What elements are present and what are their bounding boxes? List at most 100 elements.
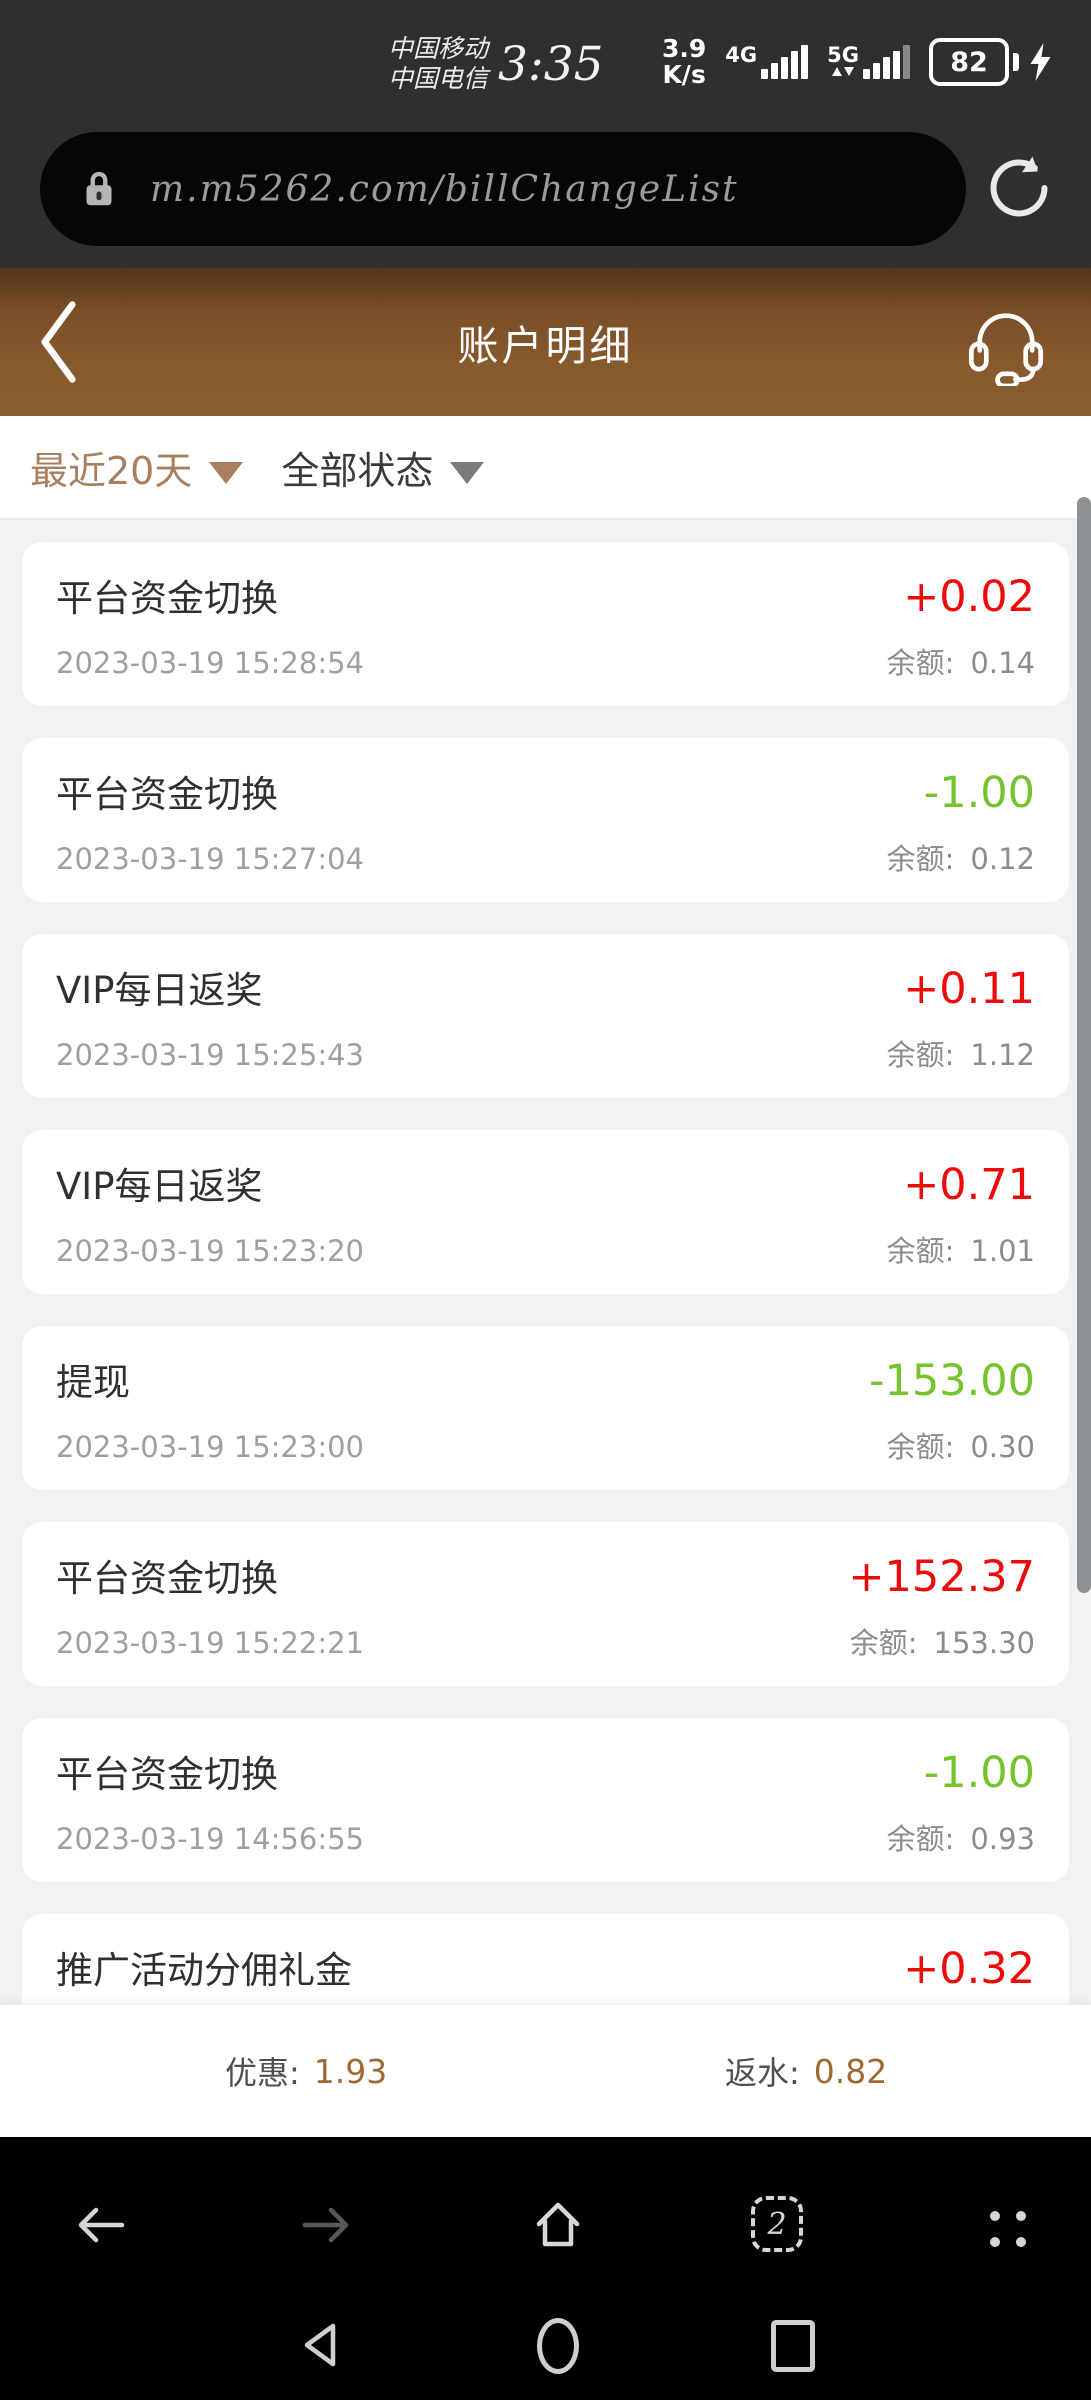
transaction-datetime: 2023-03-19 15:27:04 <box>56 842 364 876</box>
transaction-type: 平台资金切换 <box>56 577 278 620</box>
transaction-card: VIP每日返奖 +0.71 2023-03-19 15:23:20 余额: 1.0… <box>22 1130 1069 1294</box>
date-range-dropdown[interactable]: 最近20天 <box>30 440 244 495</box>
rebate-value: 0.82 <box>813 2051 888 2091</box>
carrier-names: 中国移动 中国电信 <box>388 34 488 94</box>
transaction-card: VIP每日返奖 +0.11 2023-03-19 15:25:43 余额: 1.1… <box>22 934 1069 1098</box>
balance-value: 1.12 <box>970 1038 1035 1072</box>
balance-label: 余额: <box>849 1626 918 1660</box>
status-label: 全部状态 <box>281 448 434 493</box>
transaction-type: 平台资金切换 <box>56 1557 278 1600</box>
scrollbar-thumb[interactable] <box>1077 497 1091 1593</box>
network-speed: 3.9 K/s <box>662 36 706 88</box>
square-recents-icon[interactable] <box>771 2320 815 2372</box>
balance-value: 153.30 <box>933 1626 1035 1660</box>
transaction-balance: 余额: 0.14 <box>887 640 1035 682</box>
headset-icon[interactable] <box>961 296 1051 390</box>
balance-label: 余额: <box>886 1038 955 1072</box>
transaction-card: 平台资金切换 -1.00 2023-03-19 14:56:55 余额: 0.93 <box>22 1718 1069 1882</box>
transaction-card: 提现 -153.00 2023-03-19 15:23:00 余额: 0.30 <box>22 1326 1069 1490</box>
badge-4g: 4G <box>725 43 758 67</box>
updown-arrows-icon <box>832 67 855 76</box>
transaction-amount: +0.11 <box>903 964 1035 1014</box>
transaction-balance: 余额: 0.12 <box>887 836 1035 878</box>
caret-down-icon <box>209 462 244 484</box>
transaction-card: 平台资金切换 -1.00 2023-03-19 15:27:04 余额: 0.12 <box>22 738 1069 902</box>
transaction-type: VIP每日返奖 <box>56 1165 263 1208</box>
promo-value: 1.93 <box>313 2051 388 2091</box>
transaction-balance: 余额: 0.30 <box>887 1424 1035 1466</box>
rebate-total: 返水: 0.82 <box>725 2005 887 2137</box>
transaction-type: 平台资金切换 <box>56 773 278 816</box>
tab-counter-icon[interactable]: 2 <box>751 2196 803 2252</box>
transaction-amount: -1.00 <box>923 1748 1035 1798</box>
balance-label: 余额: <box>886 842 955 876</box>
transaction-amount: -153.00 <box>869 1356 1035 1406</box>
circle-home-icon[interactable] <box>537 2318 579 2374</box>
battery-nub-icon <box>1013 53 1019 71</box>
transaction-datetime: 2023-03-19 15:25:43 <box>56 1038 364 1072</box>
refresh-icon[interactable] <box>983 152 1055 228</box>
transaction-card: 平台资金切换 +152.37 2023-03-19 15:22:21 余额: 15… <box>22 1522 1069 1686</box>
transaction-datetime: 2023-03-19 15:22:21 <box>56 1626 364 1660</box>
battery-percent: 82 <box>950 46 988 78</box>
signal-bars-5g-icon <box>863 45 910 79</box>
battery-icon: 82 <box>929 38 1009 86</box>
lock-icon <box>84 170 114 208</box>
transaction-datetime: 2023-03-19 15:28:54 <box>56 646 364 680</box>
charging-bolt-icon <box>1030 43 1051 81</box>
status-dropdown[interactable]: 全部状态 <box>281 440 485 495</box>
network-speed-unit: K/s <box>662 60 706 89</box>
home-icon[interactable] <box>532 2197 584 2255</box>
balance-value: 0.12 <box>970 842 1035 876</box>
app-header: 账户明细 <box>0 268 1091 416</box>
balance-value: 1.01 <box>970 1234 1035 1268</box>
badge-5g: 5G <box>827 43 859 67</box>
balance-value: 0.30 <box>970 1430 1035 1464</box>
transaction-datetime: 2023-03-19 15:23:20 <box>56 1234 364 1268</box>
transaction-type: 平台资金切换 <box>56 1753 278 1796</box>
totals-footer: 优惠: 1.93 返水: 0.82 <box>0 2005 1091 2137</box>
balance-label: 余额: <box>886 1822 955 1856</box>
network-speed-value: 3.9 <box>661 34 707 63</box>
status-right-cluster: 3.9 K/s 4G 5G 82 <box>662 36 1053 88</box>
transaction-balance: 余额: 1.01 <box>887 1228 1035 1270</box>
bottom-nav: 2 <box>0 2137 1091 2400</box>
rebate-label: 返水: <box>725 2054 800 2092</box>
transaction-list: 平台资金切换 +0.02 2023-03-19 15:28:54 余额: 0.14… <box>0 520 1091 2110</box>
triangle-back-icon[interactable] <box>298 2319 342 2375</box>
transaction-amount: +0.02 <box>903 572 1035 622</box>
transaction-datetime: 2023-03-19 15:23:00 <box>56 1430 364 1464</box>
transaction-amount: +0.32 <box>903 1944 1035 1994</box>
tab-count: 2 <box>767 2206 787 2242</box>
address-bar[interactable]: m.m5262.com/billChangeList <box>40 132 966 246</box>
transaction-amount: +152.37 <box>848 1552 1036 1602</box>
transaction-amount: -1.00 <box>923 768 1035 818</box>
transaction-balance: 余额: 0.93 <box>887 1816 1035 1858</box>
signal-4g: 4G <box>725 43 809 79</box>
transaction-type: VIP每日返奖 <box>56 969 263 1012</box>
status-clock: 3:35 <box>498 36 604 92</box>
arrow-left-icon[interactable] <box>72 2203 128 2251</box>
balance-value: 0.93 <box>970 1822 1035 1856</box>
transaction-amount: +0.71 <box>903 1160 1035 1210</box>
page-title: 账户明细 <box>457 322 634 370</box>
balance-label: 余额: <box>886 1430 955 1464</box>
transaction-card: 平台资金切换 +0.02 2023-03-19 15:28:54 余额: 0.14 <box>22 542 1069 706</box>
promo-total: 优惠: 1.93 <box>225 2005 387 2137</box>
transaction-balance: 余额: 1.12 <box>887 1032 1035 1074</box>
arrow-right-icon[interactable] <box>299 2203 355 2251</box>
menu-dots-icon[interactable] <box>990 2211 1026 2247</box>
back-chevron-icon[interactable] <box>36 298 80 390</box>
transaction-type: 提现 <box>56 1361 130 1404</box>
transaction-type: 推广活动分佣礼金 <box>56 1949 352 1992</box>
status-left-cluster: 中国移动 中国电信 3:35 <box>388 34 604 94</box>
balance-label: 余额: <box>886 1234 955 1268</box>
url-text: m.m5262.com/billChangeList <box>150 168 739 210</box>
transaction-datetime: 2023-03-19 14:56:55 <box>56 1822 364 1856</box>
promo-label: 优惠: <box>225 2054 300 2092</box>
balance-value: 0.14 <box>970 646 1035 680</box>
signal-bars-4g-icon <box>761 45 809 79</box>
caret-down-icon <box>450 462 485 484</box>
status-and-url-bar: 中国移动 中国电信 3:35 3.9 K/s 4G 5G 8 <box>0 0 1091 268</box>
